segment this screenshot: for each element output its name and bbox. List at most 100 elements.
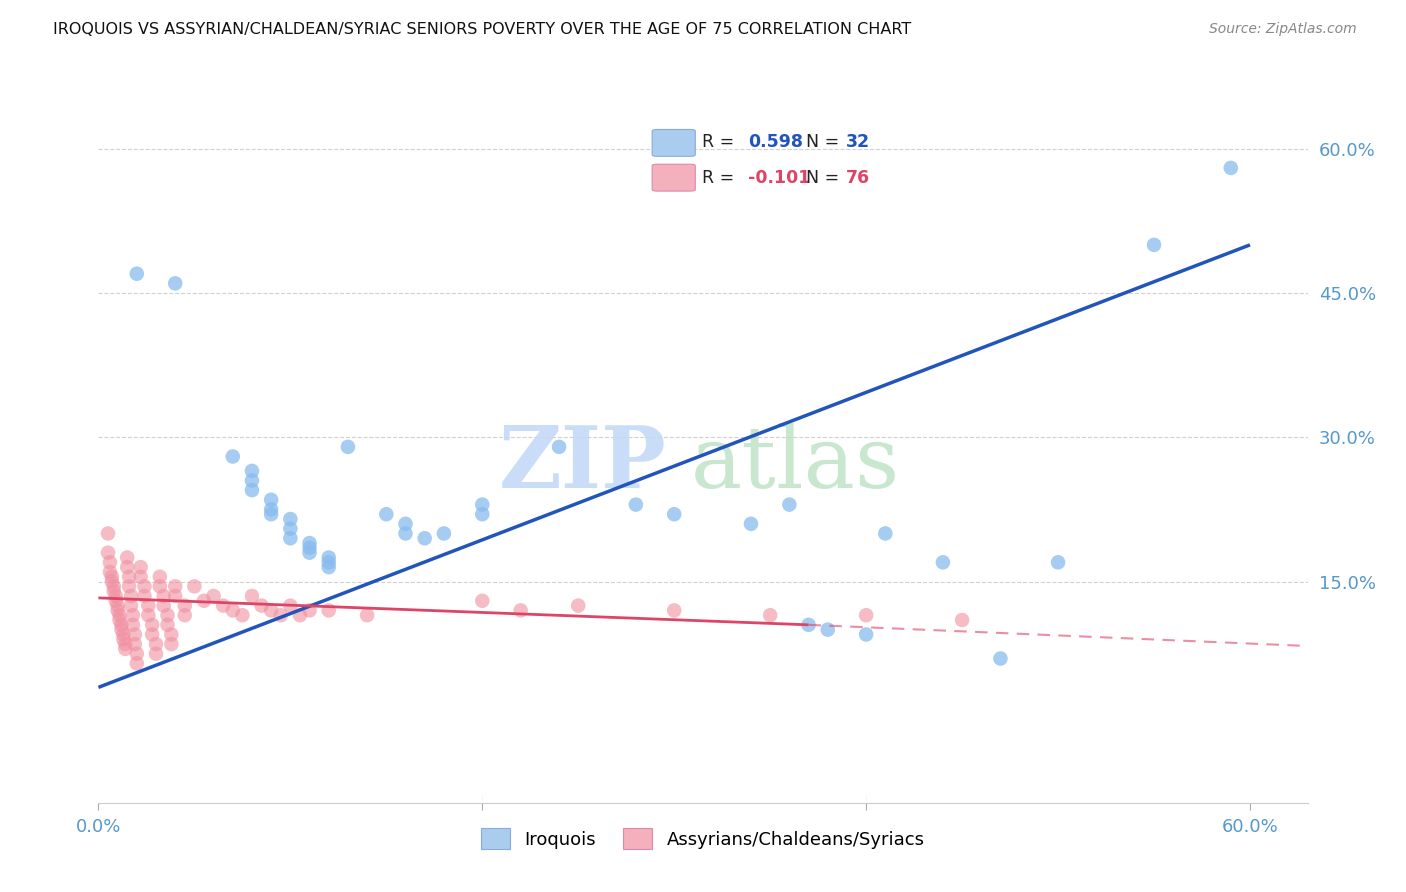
Text: Source: ZipAtlas.com: Source: ZipAtlas.com: [1209, 22, 1357, 37]
Point: [107, 599, 129, 613]
Point: [108, 613, 131, 627]
Point: [118, 579, 141, 593]
Point: [413, 531, 436, 545]
Point: [136, 608, 159, 623]
Point: [118, 570, 141, 584]
Text: 76: 76: [846, 169, 870, 187]
Point: [471, 507, 494, 521]
Point: [950, 613, 973, 627]
Point: [855, 608, 877, 623]
Point: [990, 651, 1012, 665]
Point: [173, 608, 195, 623]
Point: [318, 550, 340, 565]
Text: ZIP: ZIP: [499, 422, 666, 507]
Point: [141, 617, 163, 632]
Point: [509, 603, 531, 617]
Text: 32: 32: [846, 134, 870, 152]
Point: [288, 608, 311, 623]
Point: [231, 608, 253, 623]
Point: [114, 641, 136, 656]
Point: [145, 637, 167, 651]
Point: [202, 589, 225, 603]
Point: [103, 584, 125, 599]
Text: -0.101: -0.101: [748, 169, 810, 187]
Point: [134, 589, 156, 603]
Point: [115, 550, 138, 565]
Text: R =: R =: [703, 169, 740, 187]
Point: [212, 599, 235, 613]
Point: [120, 599, 142, 613]
Point: [664, 507, 686, 521]
Text: atlas: atlas: [690, 423, 900, 506]
Point: [125, 657, 148, 671]
Text: 0.598: 0.598: [748, 134, 803, 152]
Text: N =: N =: [806, 134, 845, 152]
Point: [149, 570, 172, 584]
Point: [280, 522, 302, 536]
Point: [97, 526, 120, 541]
Point: [298, 541, 321, 555]
Point: [260, 502, 283, 516]
Point: [97, 546, 120, 560]
Point: [112, 627, 135, 641]
Point: [260, 507, 283, 521]
Point: [124, 627, 146, 641]
Point: [101, 574, 124, 589]
Point: [797, 617, 820, 632]
Text: R =: R =: [703, 134, 740, 152]
Point: [104, 594, 127, 608]
Point: [298, 603, 321, 617]
Point: [240, 483, 263, 498]
Point: [664, 603, 686, 617]
Point: [471, 594, 494, 608]
Point: [141, 627, 163, 641]
Point: [108, 608, 131, 623]
Point: [336, 440, 359, 454]
Point: [98, 565, 121, 579]
Point: [394, 516, 416, 531]
Point: [318, 555, 340, 569]
Point: [104, 589, 127, 603]
Point: [165, 579, 187, 593]
Point: [120, 589, 142, 603]
Point: [115, 560, 138, 574]
Point: [250, 599, 273, 613]
Point: [173, 599, 195, 613]
Point: [1219, 161, 1241, 175]
Point: [240, 464, 263, 478]
Point: [222, 450, 245, 464]
Point: [471, 498, 494, 512]
Point: [759, 608, 782, 623]
Point: [855, 627, 877, 641]
Point: [1143, 238, 1166, 252]
Point: [134, 579, 156, 593]
Point: [548, 440, 571, 454]
Text: N =: N =: [806, 169, 845, 187]
FancyBboxPatch shape: [652, 129, 696, 156]
FancyBboxPatch shape: [652, 164, 696, 191]
Point: [318, 603, 340, 617]
Point: [567, 599, 589, 613]
Point: [260, 492, 283, 507]
Point: [110, 623, 132, 637]
Point: [817, 623, 839, 637]
Point: [145, 647, 167, 661]
Point: [624, 498, 647, 512]
Point: [433, 526, 456, 541]
Point: [107, 603, 129, 617]
Legend: Iroquois, Assyrians/Chaldeans/Syriacs: Iroquois, Assyrians/Chaldeans/Syriacs: [474, 821, 932, 856]
Point: [165, 589, 187, 603]
Point: [101, 570, 124, 584]
Point: [149, 579, 172, 593]
Text: IROQUOIS VS ASSYRIAN/CHALDEAN/SYRIAC SENIORS POVERTY OVER THE AGE OF 75 CORRELAT: IROQUOIS VS ASSYRIAN/CHALDEAN/SYRIAC SEN…: [53, 22, 911, 37]
Point: [280, 599, 302, 613]
Point: [270, 608, 292, 623]
Point: [875, 526, 897, 541]
Point: [394, 526, 416, 541]
Point: [280, 531, 302, 545]
Point: [98, 555, 121, 569]
Point: [125, 647, 148, 661]
Point: [156, 608, 179, 623]
Point: [280, 512, 302, 526]
Point: [160, 627, 183, 641]
